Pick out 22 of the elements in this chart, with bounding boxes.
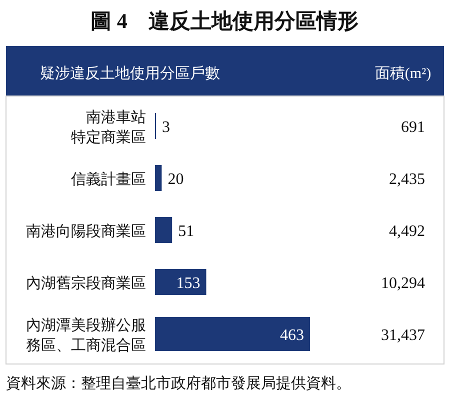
bar <box>155 269 206 295</box>
text: 疑涉違反土地使用分區戶數 <box>40 65 220 82</box>
y-tick-label: 南港向陽段商業區 <box>26 223 146 240</box>
data-label: 20 <box>168 171 184 188</box>
data-label: 463 <box>280 327 304 344</box>
text: 691 <box>401 119 425 136</box>
source-note: 資料來源：整理自臺北市政府都市發展局提供資料。 <box>6 375 351 392</box>
text: 31,437 <box>381 327 425 344</box>
y-tick-label: 內湖舊宗段商業區 <box>26 275 146 292</box>
bar <box>155 217 172 243</box>
chart-title: 圖 4 違反土地使用分區情形 <box>90 9 358 33</box>
text: 10,294 <box>381 275 425 292</box>
y-tick-label: 信義計畫區 <box>71 171 146 188</box>
data-label: 3 <box>162 119 170 136</box>
y-tick-label: 內湖潭美段辦公服務區、工商混合區 <box>26 317 146 354</box>
data-label: 51 <box>178 223 194 240</box>
bar <box>155 165 162 191</box>
text: 面積(m²) <box>374 65 432 82</box>
data-label: 153 <box>176 275 200 292</box>
text: 4,492 <box>389 223 425 240</box>
text: 2,435 <box>389 171 425 188</box>
y-tick-label: 南港車站特定商業區 <box>71 109 146 146</box>
